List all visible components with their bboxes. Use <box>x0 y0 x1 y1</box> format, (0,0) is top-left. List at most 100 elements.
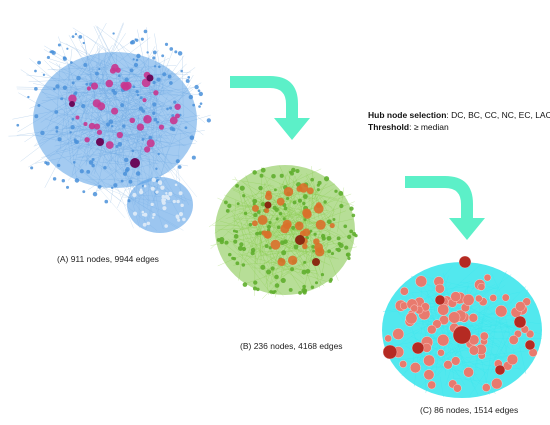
network-b-node <box>303 218 307 222</box>
network-b-hub-node <box>264 192 273 201</box>
network-b-node <box>326 219 332 225</box>
network-c-node <box>453 384 462 393</box>
network-b-node <box>253 280 258 285</box>
network-a-hub-node <box>105 79 114 88</box>
network-a-node <box>108 119 114 124</box>
network-a-hub-node <box>96 138 104 146</box>
network-c-hub-node <box>434 294 446 306</box>
network-b-node <box>270 266 275 271</box>
network-a-node <box>161 200 166 205</box>
network-b-node <box>274 274 279 280</box>
network-a-node <box>135 58 139 62</box>
network-b-node <box>334 189 338 193</box>
network-a-node <box>136 93 140 97</box>
network-c-node <box>400 286 409 296</box>
network-a-node <box>79 169 84 174</box>
network-a-node <box>54 110 59 114</box>
network-b-node <box>291 225 296 230</box>
network-a-core <box>33 52 197 188</box>
network-b-node <box>248 222 253 227</box>
network-a-hub-node <box>120 81 128 90</box>
network-a-hub-node <box>153 90 159 96</box>
network-b-node <box>316 188 320 192</box>
network-a-node <box>133 62 139 68</box>
network-c-node <box>451 356 461 366</box>
network-b-node <box>320 273 325 277</box>
network-a-hub-node <box>116 131 123 139</box>
network-c-node <box>423 369 435 381</box>
network-a-node <box>141 210 145 214</box>
network-a-node <box>178 212 184 217</box>
network-b-node <box>288 287 293 292</box>
network-a-node <box>42 73 46 76</box>
network-a-node <box>197 89 201 93</box>
network-a-node <box>70 61 73 64</box>
network-b-node <box>236 202 240 206</box>
network-a-node <box>185 79 190 83</box>
network-b-node <box>232 256 237 261</box>
network-b-node <box>252 286 257 291</box>
network-a-node <box>206 118 211 123</box>
network-a-node <box>166 196 171 201</box>
network-a-node <box>169 126 174 131</box>
network-a-node <box>98 67 101 71</box>
threshold-label: Threshold <box>368 122 409 132</box>
network-a-node <box>78 35 83 39</box>
network-a-node <box>112 32 115 35</box>
network-b-node <box>232 229 236 233</box>
network-b-node <box>224 240 229 245</box>
network-c-node <box>384 334 392 343</box>
network-c-node <box>448 311 461 324</box>
network-b-hub-node <box>257 215 268 225</box>
network-b-nodes <box>216 167 358 295</box>
network-a-hub-node <box>88 122 96 130</box>
network-a-node <box>198 105 201 108</box>
network-a-node <box>56 163 61 168</box>
network-b-node <box>268 221 272 225</box>
network-a-node <box>92 191 98 197</box>
network-a-hub-node <box>146 139 155 148</box>
network-b-node <box>291 167 296 173</box>
network-a-node <box>180 203 184 208</box>
network-a-node <box>55 125 59 130</box>
network-a-node <box>91 163 95 168</box>
network-b-hub-node <box>287 255 298 266</box>
network-a-node <box>103 165 107 170</box>
network-a-node <box>66 47 69 50</box>
network-b-node <box>274 283 280 288</box>
network-b-node <box>227 203 232 209</box>
network-a-node <box>152 111 156 116</box>
threshold-text: Threshold: ≥ median <box>368 122 449 132</box>
network-a-node <box>194 84 199 90</box>
network-a-node <box>171 114 175 118</box>
network-b-node <box>223 200 228 205</box>
network-a-node <box>74 178 80 183</box>
network-a-node <box>153 117 158 122</box>
network-b-node <box>256 287 260 292</box>
network-a-node <box>152 212 156 217</box>
network-c-hub-node <box>524 339 536 351</box>
threshold-value: : ≥ median <box>409 122 449 132</box>
network-b-node <box>235 183 239 188</box>
network-b-node <box>305 268 311 274</box>
network-a-node <box>141 109 146 113</box>
network-c-node <box>489 294 497 302</box>
network-a-node <box>34 86 38 91</box>
network-a-node <box>159 182 162 186</box>
network-a-node <box>104 199 109 204</box>
network-c-node <box>462 294 475 306</box>
network-b-hub-node <box>277 257 286 266</box>
network-a-node <box>161 194 166 199</box>
network-a-node <box>62 85 68 90</box>
network-b-hub-node <box>283 186 294 197</box>
network-a-node <box>60 97 64 101</box>
network-a-hub-node <box>75 115 80 120</box>
caption-c: (C) 86 nodes, 1514 edges <box>420 405 518 415</box>
network-b-node <box>266 224 272 229</box>
network-a-node <box>82 190 86 194</box>
network-a-node <box>157 152 160 156</box>
network-a-node <box>151 216 155 219</box>
network-b-node <box>279 173 284 178</box>
network-a-hub-node <box>146 74 154 82</box>
network-a-node <box>162 72 167 77</box>
